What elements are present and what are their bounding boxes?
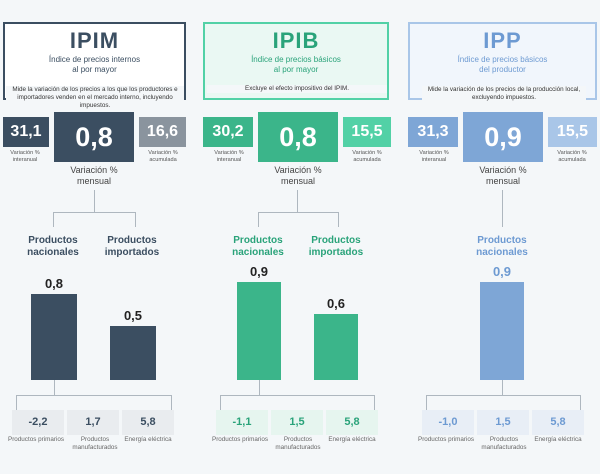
ipp-bar-value: 0,9: [492, 264, 512, 279]
ipib-breakdown-label: Productos primarios: [212, 436, 268, 443]
ipib-subtitle: Índice de precios básicos al por mayor: [251, 55, 341, 74]
ipp-category-label: Productos nacionales: [476, 235, 528, 258]
ipib-bar-nacionales: [237, 282, 281, 380]
ipim-description: Mide la variación de los precios a los q…: [6, 86, 184, 110]
ipim-interannual-value: 31,1: [3, 117, 49, 147]
connector: [374, 395, 375, 410]
ipim-bar-nacionales: [31, 294, 77, 380]
ipib-breakdown-value: 1,5: [271, 410, 323, 435]
ipim-bar-value: 0,5: [123, 308, 143, 323]
ipim-accumulated-value: 16,6: [139, 117, 186, 147]
ipib-monthly-label: Variación % mensual: [274, 165, 322, 186]
ipim-monthly-value: 0,8: [54, 112, 134, 162]
connector: [220, 395, 221, 410]
connector: [16, 395, 17, 410]
ipib-bar-value: 0,6: [326, 296, 346, 311]
connector: [426, 395, 427, 410]
ipp-breakdown-value: 5,8: [532, 410, 584, 435]
connector: [171, 395, 172, 410]
ipim-category-label: Productos nacionales: [27, 235, 79, 258]
connector: [220, 395, 374, 396]
connector: [338, 212, 339, 227]
ipp-breakdown-label: Productos manufacturados: [481, 436, 527, 451]
ipim-interannual-label: Variación % interanual: [10, 150, 40, 163]
ipp-breakdown-value: -1,0: [422, 410, 474, 435]
ipib-interannual-label: Variación % interanual: [214, 150, 244, 163]
ipp-monthly-label: Variación % mensual: [479, 165, 527, 186]
ipim-monthly-label: Variación % mensual: [70, 165, 118, 186]
ipp-description: Mide la variación de los precios de la p…: [422, 86, 586, 102]
ipib-panel: IPIB Índice de precios básicos al por ma…: [203, 0, 393, 474]
connector: [502, 380, 503, 395]
ipib-breakdown-label: Productos manufacturados: [275, 436, 321, 451]
connector: [297, 190, 298, 212]
ipib-monthly-value: 0,8: [258, 112, 338, 162]
ipim-breakdown-value: -2,2: [12, 410, 64, 435]
connector: [258, 212, 259, 227]
ipim-accumulated-label: Variación % acumulada: [148, 150, 178, 163]
ipim-breakdown-label: Energía eléctrica: [124, 436, 172, 443]
connector: [94, 190, 95, 212]
connector: [135, 212, 136, 227]
ipp-breakdown-label: Productos primarios: [418, 436, 474, 443]
ipib-accumulated-value: 15,5: [343, 117, 391, 147]
connector: [16, 395, 171, 396]
ipib-category-label: Productos importados: [308, 235, 364, 258]
ipim-breakdown-value: 1,7: [67, 410, 119, 435]
ipib-category-label: Productos nacionales: [232, 235, 284, 258]
ipib-bar-value: 0,9: [249, 264, 269, 279]
connector: [426, 395, 580, 396]
connector: [53, 212, 135, 213]
ipp-breakdown-label: Energía eléctrica: [534, 436, 582, 443]
ipp-accumulated-value: 15,5: [548, 117, 597, 147]
ipp-monthly-value: 0,9: [463, 112, 543, 162]
ipib-bar-importados: [314, 314, 358, 380]
connector: [580, 395, 581, 410]
ipib-description: Excluye el efecto impositivo del IPIM.: [207, 85, 387, 93]
ipib-breakdown-label: Energía eléctrica: [328, 436, 376, 443]
ipim-breakdown-label: Productos primarios: [8, 436, 64, 443]
connector: [259, 380, 260, 395]
connector: [502, 190, 503, 227]
ipim-bar-importados: [110, 326, 156, 380]
connector: [54, 380, 55, 395]
ipp-accumulated-label: Variación % acumulada: [557, 150, 587, 163]
ipib-breakdown-value: 5,8: [326, 410, 378, 435]
ipp-interannual-label: Variación % interanual: [419, 150, 449, 163]
ipim-bar-value: 0,8: [44, 276, 64, 291]
connector: [53, 212, 54, 227]
ipim-breakdown-value: 5,8: [122, 410, 174, 435]
ipim-subtitle: Índice de precios internos al por mayor: [48, 55, 141, 74]
ipp-breakdown-value: 1,5: [477, 410, 529, 435]
ipim-title: IPIM: [69, 28, 120, 53]
ipim-breakdown-label: Productos manufacturados: [72, 436, 118, 451]
ipp-bar-nacionales: [480, 282, 524, 380]
ipp-panel: IPP Índice de precios básicos del produc…: [408, 0, 598, 474]
ipp-interannual-value: 31,3: [408, 117, 458, 147]
ipp-title: IPP: [483, 28, 522, 53]
ipp-subtitle: Índice de precios básicos del productor: [457, 55, 548, 74]
ipib-accumulated-label: Variación % acumulada: [352, 150, 382, 163]
ipib-title: IPIB: [272, 28, 320, 53]
ipib-breakdown-value: -1,1: [216, 410, 268, 435]
ipib-interannual-value: 30,2: [203, 117, 253, 147]
ipim-category-label: Productos importados: [104, 235, 160, 258]
connector: [258, 212, 338, 213]
ipim-panel: IPIM Índice de precios internos al por m…: [0, 0, 190, 474]
